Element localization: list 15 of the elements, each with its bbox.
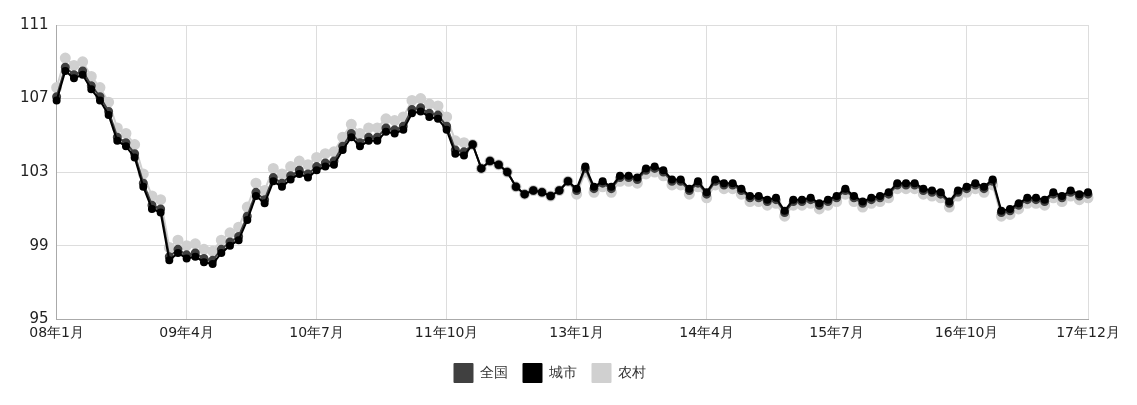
x-tick-label: 13年1月 [549,324,605,341]
legend-label: 全国 [479,363,508,380]
x-tick-label: 16年10月 [934,324,999,341]
legend-label: 城市 [547,363,577,380]
y-tick-label: 99 [29,235,49,254]
x-tick-label: 15年7月 [809,324,865,341]
y-tick-label: 103 [19,161,49,180]
x-tick-label: 17年12月 [1056,324,1120,341]
x-tick-label: 09年4月 [159,324,214,341]
x-tick-label: 14年4月 [679,324,735,341]
x-tick-label: 10年7月 [289,324,345,341]
y-tick-label: 111 [19,14,49,33]
x-tick-label: 11年10月 [414,324,479,341]
legend-label: 农村 [617,363,646,380]
y-tick-label: 107 [19,88,49,107]
